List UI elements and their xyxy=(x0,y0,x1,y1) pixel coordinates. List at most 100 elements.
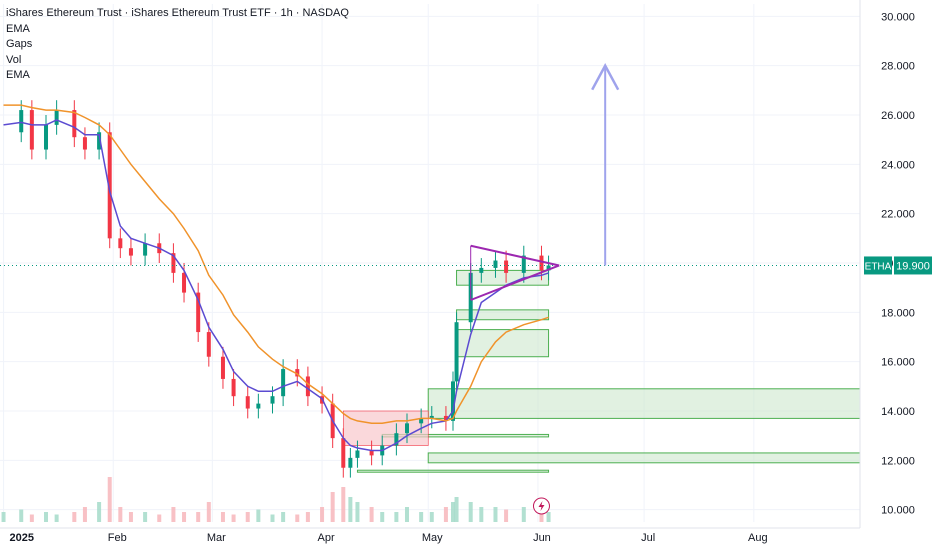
x-tick-label: Apr xyxy=(317,532,334,544)
x-tick-label: Mar xyxy=(207,532,226,544)
volume-bar xyxy=(82,507,87,522)
volume-bar xyxy=(419,512,424,522)
volume-bar xyxy=(182,512,187,522)
triangle-lower-line xyxy=(470,264,560,301)
x-tick-label: 2025 xyxy=(10,532,34,544)
volume-bar xyxy=(380,512,385,522)
candle-body xyxy=(479,267,484,273)
volume-bar xyxy=(355,502,360,522)
x-tick-label: Jun xyxy=(533,532,551,544)
candle-body xyxy=(369,450,374,456)
candle-body xyxy=(429,415,434,419)
candle-body xyxy=(54,110,59,125)
candle-body xyxy=(419,418,424,424)
volume-bar xyxy=(72,512,77,522)
candle-body xyxy=(305,376,310,397)
candle-body xyxy=(394,433,399,446)
volume-bar xyxy=(19,509,24,522)
ema-lines xyxy=(3,104,549,452)
volume-bar xyxy=(404,507,409,522)
candle-body xyxy=(44,124,49,150)
volume-bar xyxy=(128,512,133,522)
volume-bar xyxy=(143,512,148,522)
lightning-glyph xyxy=(538,501,545,511)
candle-body xyxy=(72,110,77,138)
candle-body xyxy=(443,415,448,421)
gap-zone xyxy=(427,388,861,419)
x-tick-label: Feb xyxy=(108,532,127,544)
volume-bar xyxy=(341,487,346,522)
volume-bar xyxy=(330,492,335,522)
volume-bar xyxy=(546,512,551,522)
volume-bar xyxy=(256,509,261,522)
gap-zone xyxy=(427,452,861,464)
candle-body xyxy=(454,322,459,382)
volume-bar xyxy=(44,512,49,522)
y-tick-label: 12.000 xyxy=(881,455,915,467)
volume-bar xyxy=(29,514,34,522)
candle-body xyxy=(97,132,102,150)
volume-bar xyxy=(245,512,250,522)
volume-bar xyxy=(231,514,236,522)
volume-bar xyxy=(504,509,509,522)
indicator-gaps[interactable]: Gaps xyxy=(6,38,33,50)
volume-bar xyxy=(107,477,112,522)
y-tick-label: 10.000 xyxy=(881,505,915,517)
indicator-ema-slow[interactable]: EMA xyxy=(6,69,30,81)
ema-fast-line xyxy=(3,119,549,452)
gap-zone xyxy=(356,469,550,473)
volume-bar xyxy=(468,502,473,522)
candle-body xyxy=(493,260,498,268)
candle-body xyxy=(348,457,353,468)
volume-bar xyxy=(118,507,123,522)
volume-bar xyxy=(1,512,6,522)
y-tick-label: 16.000 xyxy=(881,357,915,369)
volume-bar xyxy=(196,512,201,522)
triangle-upper-line xyxy=(470,244,560,267)
candle-body xyxy=(19,110,24,133)
candle-body xyxy=(245,396,250,409)
price-badge-value-bg xyxy=(894,256,932,275)
volume-bar xyxy=(454,497,459,522)
candle-body xyxy=(118,238,123,249)
y-tick-label: 22.000 xyxy=(881,209,915,221)
candle-body xyxy=(143,243,148,256)
volume-bar xyxy=(479,507,484,522)
candle-body xyxy=(404,423,409,434)
volume-bar xyxy=(443,507,448,522)
price-badge-symbol-bg xyxy=(864,256,892,275)
y-tick-label: 26.000 xyxy=(881,110,915,122)
candle-body xyxy=(270,396,275,404)
candle-body xyxy=(539,255,544,271)
volume-bar xyxy=(270,514,275,522)
volume-bar xyxy=(305,512,310,522)
indicator-ema-fast[interactable]: EMA xyxy=(6,22,30,35)
volume-bar xyxy=(220,512,225,522)
candle-body xyxy=(521,255,526,273)
candle-body xyxy=(128,248,133,256)
y-tick-label: 30.000 xyxy=(881,11,915,23)
y-tick-label: 14.000 xyxy=(881,406,915,418)
price-badge-symbol: ETHA xyxy=(865,261,892,272)
candle-body xyxy=(281,369,286,397)
grid-lines xyxy=(0,4,860,522)
candle-body xyxy=(29,110,34,150)
candle-body xyxy=(256,403,261,409)
y-tick-label: 24.000 xyxy=(881,159,915,171)
volume-bar xyxy=(157,514,162,522)
volume-bar xyxy=(493,507,498,522)
y-tick-label: 18.000 xyxy=(881,307,915,319)
indicator-vol[interactable]: Vol xyxy=(6,53,22,66)
volume-bar xyxy=(429,512,434,522)
drawings xyxy=(0,63,860,515)
candle-body xyxy=(171,253,176,273)
candle-body xyxy=(196,292,201,333)
volume-bar xyxy=(369,507,374,522)
candle-body xyxy=(220,356,225,379)
candle-body xyxy=(182,272,187,293)
candle-body xyxy=(355,450,360,458)
volume-bar xyxy=(281,512,286,522)
volume-bar xyxy=(348,497,353,522)
